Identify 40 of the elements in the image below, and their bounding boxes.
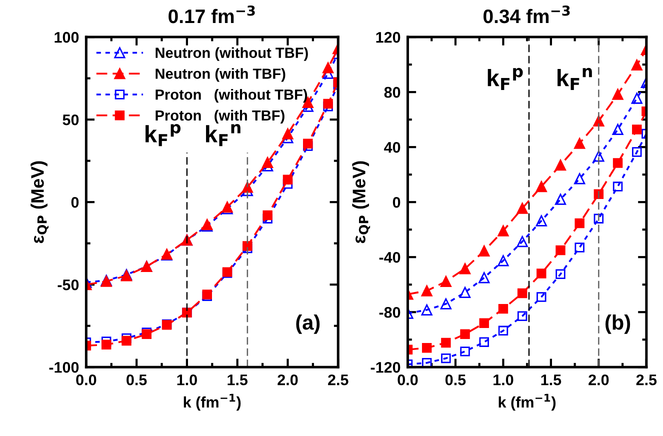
chart-title: 0.17 fm$^{−3}$ bbox=[168, 5, 255, 24]
x-tick-label: 1.0 bbox=[177, 374, 197, 386]
legend-label: Neutron (without TBF) bbox=[156, 47, 308, 61]
x-tick-label: 1.0 bbox=[494, 374, 514, 386]
y-tick-label: -120 bbox=[370, 362, 400, 373]
legend-label: Proton (without TBF) bbox=[156, 89, 308, 103]
annotation: (b) bbox=[606, 314, 630, 334]
legend-label: Neutron (with TBF) bbox=[156, 68, 286, 82]
x-tick-label: 2.5 bbox=[636, 374, 657, 386]
x-tick-label: 1.5 bbox=[541, 374, 562, 386]
legend-label: Proton (with TBF) bbox=[156, 110, 284, 124]
ref-line-label: k$_{F}$$^{p}$ bbox=[146, 124, 181, 146]
x-tick-label: 0.5 bbox=[445, 374, 466, 386]
y-axis-title: ε$_{QP}$ (MeV) bbox=[352, 161, 370, 244]
x-axis-title: k (fm$^{−1}$) bbox=[184, 394, 241, 411]
ref-line-label: k$_{F}$$^{n}$ bbox=[558, 68, 592, 90]
ref-line-label: k$_{F}$$^{n}$ bbox=[206, 124, 240, 146]
y-tick-label: -50 bbox=[58, 279, 79, 290]
y-tick-label: 40 bbox=[384, 142, 400, 153]
y-axis-title: ε$_{QP}$ (MeV) bbox=[30, 161, 49, 244]
y-tick-label: 0 bbox=[392, 196, 400, 208]
y-tick-label: 50 bbox=[62, 114, 79, 126]
y-tick-label: 80 bbox=[384, 86, 400, 98]
annotation: (a) bbox=[296, 314, 320, 334]
y-tick-label: 0 bbox=[71, 196, 79, 208]
x-tick-label: 2.0 bbox=[278, 374, 298, 386]
y-tick-label: 120 bbox=[376, 32, 400, 43]
y-tick-label: -40 bbox=[379, 252, 400, 263]
y-tick-label: -80 bbox=[379, 306, 400, 318]
x-tick-label: 2.5 bbox=[328, 374, 348, 386]
y-tick-label: -100 bbox=[49, 362, 79, 373]
x-tick-label: 1.5 bbox=[228, 374, 248, 386]
ref-line-label: k$_{F}$$^{p}$ bbox=[488, 68, 523, 90]
x-tick-label: 0.0 bbox=[398, 374, 418, 386]
x-tick-label: 0.5 bbox=[126, 374, 147, 386]
x-tick-label: 0.0 bbox=[76, 374, 96, 386]
x-axis-title: k (fm$^{−1}$) bbox=[498, 394, 556, 411]
x-tick-label: 2.0 bbox=[588, 374, 609, 386]
chart-title: 0.34 fm$^{−3}$ bbox=[484, 5, 570, 24]
y-tick-label: 100 bbox=[54, 32, 79, 43]
